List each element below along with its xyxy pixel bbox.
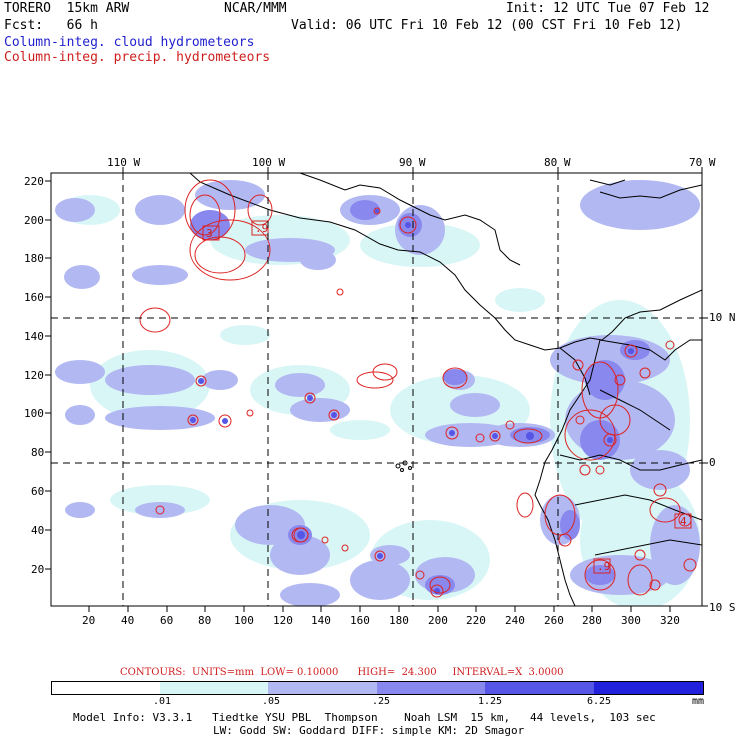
lon-label: 70 W (689, 156, 716, 169)
lat-lon-grid (51, 173, 702, 606)
physics-info: LW: Godd SW: Goddard DIFF: simple KM: 2D… (213, 724, 525, 737)
y-tick: 220 (24, 175, 44, 188)
y-tick: 180 (24, 252, 44, 265)
x-tick: 120 (273, 614, 293, 627)
lon-label: 110 W (107, 156, 141, 169)
x-tick: 20 (82, 614, 96, 627)
legend-unit: mm (692, 696, 705, 707)
map-frame (50, 172, 703, 607)
forecast-hour: Fcst: 66 h (4, 18, 98, 33)
legend-tick: .25 (372, 696, 391, 707)
x-tick: 140 (311, 614, 331, 627)
org-label: NCAR/MMM (224, 1, 287, 16)
x-tick: 40 (121, 614, 135, 627)
contours-info: CONTOURS: UNITS=mm LOW= 0.10000 HIGH= 24… (120, 667, 564, 678)
legend-tick: 6.25 (587, 696, 612, 707)
marker-label: 3 (206, 227, 213, 240)
axis-ticks (45, 167, 708, 612)
legend-swatch (268, 682, 377, 694)
legend-swatch (160, 682, 268, 694)
x-tick: 320 (660, 614, 680, 627)
cloud-field (55, 180, 700, 606)
x-tick: 100 (234, 614, 254, 627)
y-tick: 100 (24, 407, 44, 420)
x-tick: 300 (621, 614, 641, 627)
x-tick: 80 (198, 614, 212, 627)
legend-swatch (52, 682, 160, 694)
legend-swatch (594, 682, 703, 694)
x-tick: 180 (389, 614, 409, 627)
lat-label: 10 N (709, 311, 736, 324)
y-tick: 160 (24, 291, 44, 304)
x-tick: 240 (505, 614, 525, 627)
legend-tick: .05 (262, 696, 281, 707)
lat-label: 0 (709, 456, 716, 469)
legend-swatch (485, 682, 594, 694)
lon-label: 90 W (399, 156, 426, 169)
x-tick: 200 (428, 614, 448, 627)
legend-tick: 1.25 (478, 696, 503, 707)
lon-label: 100 W (252, 156, 286, 169)
x-tick: 280 (582, 614, 602, 627)
field-cloud-label: Column-integ. cloud hydrometeors (4, 35, 255, 50)
valid-time: Valid: 06 UTC Fri 10 Feb 12 (00 CST Fri … (291, 18, 683, 33)
lat-label: 10 S (709, 601, 736, 614)
y-tick: 120 (24, 369, 44, 382)
color-legend (51, 681, 704, 695)
model-info: Model Info: V3.3.1 Tiedtke YSU PBL Thomp… (73, 711, 656, 724)
init-time: Init: 12 UTC Tue 07 Feb 12 (506, 1, 710, 16)
marker-label: 4 (680, 515, 687, 528)
field-precip-label: Column-integ. precip. hydrometeors (4, 50, 271, 65)
legend-swatch (377, 682, 485, 694)
x-tick: 60 (160, 614, 174, 627)
x-tick: 220 (466, 614, 486, 627)
y-tick: 40 (31, 524, 45, 537)
precip-contours (139, 179, 697, 598)
y-tick: 60 (31, 485, 45, 498)
legend-tick: .01 (153, 696, 172, 707)
model-title: TORERO 15km ARW (4, 1, 130, 16)
x-tick: 160 (350, 614, 370, 627)
y-tick: 140 (24, 330, 44, 343)
marker-label: .9 (597, 560, 611, 573)
x-tick: 260 (544, 614, 564, 627)
y-tick: 80 (31, 446, 45, 459)
lon-label: 80 W (544, 156, 571, 169)
y-tick: 200 (24, 214, 44, 227)
marker-label: .9 (255, 222, 269, 235)
y-tick: 20 (31, 563, 45, 576)
